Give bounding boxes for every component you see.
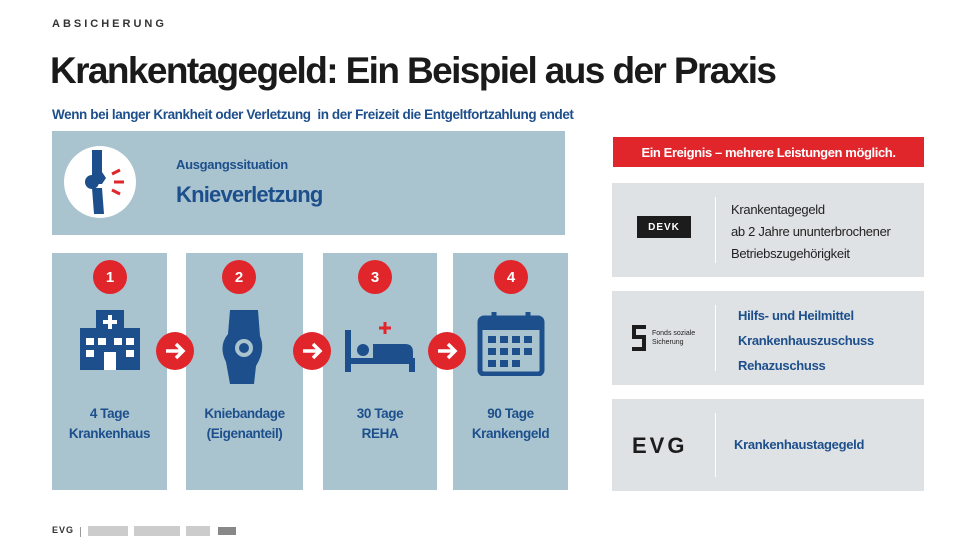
- title: Krankentagegeld: Ein Beispiel aus der Pr…: [50, 50, 777, 91]
- step-text: Kniebandage (Eigenanteil): [186, 404, 303, 444]
- situation-label: Ausgangssituation: [176, 157, 288, 172]
- banner: Ein Ereignis – mehrere Leistungen möglic…: [613, 137, 924, 167]
- provider-logo: Fonds soziale Sicherung: [652, 329, 695, 347]
- divider: [715, 413, 716, 477]
- step-line: Krankengeld: [471, 426, 550, 441]
- step-text: 30 Tage REHA: [323, 404, 437, 444]
- step-line: Kniebandage: [204, 406, 285, 421]
- hospital-icon: [80, 310, 140, 370]
- logo-line: Sicherung: [652, 339, 684, 346]
- provider-line: Hilfs- und Heilmittel: [738, 308, 854, 323]
- situation-panel: [52, 131, 565, 235]
- provider-text: Hilfs- und Heilmittel Krankenhauszuschus…: [738, 303, 874, 378]
- step-number: 3: [358, 260, 392, 294]
- arrow: [428, 332, 466, 370]
- step-line: (Eigenanteil): [206, 426, 283, 441]
- situation-title: Knieverletzung: [176, 182, 323, 207]
- step-text: 4 Tage Krankenhaus: [52, 404, 167, 444]
- step-text: 90 Tage Krankengeld: [453, 404, 568, 444]
- step-line: Krankenhaus: [68, 426, 151, 441]
- footer-partner-logo: [134, 526, 180, 536]
- provider-line: ab 2 Jahre ununterbrochener: [731, 224, 891, 239]
- arrow: [293, 332, 331, 370]
- provider-line: Krankenhaustagegeld: [734, 437, 865, 452]
- step-line: REHA: [361, 426, 399, 441]
- knee-brace-icon: [222, 310, 263, 384]
- provider-text: Krankentagegeld ab 2 Jahre ununterbroche…: [731, 199, 891, 265]
- provider-line: Krankentagegeld: [731, 202, 825, 217]
- footer-partner-logo: [186, 526, 210, 536]
- provider-line: Rehazuschuss: [738, 358, 826, 373]
- provider-logo: DEVK: [637, 216, 691, 238]
- divider: [715, 305, 716, 371]
- provider-text: Krankenhaustagegeld: [734, 434, 864, 456]
- knee-icon: [64, 146, 136, 218]
- step-line: 90 Tage: [487, 406, 534, 421]
- subtitle: Wenn bei langer Krankheit oder Verletzun…: [52, 107, 574, 122]
- calendar-icon: [477, 312, 545, 376]
- bed-icon: [345, 322, 415, 372]
- footer-separator: [80, 527, 81, 537]
- fonds-logo-mark: [632, 325, 646, 351]
- provider-line: Krankenhauszuschuss: [738, 333, 874, 348]
- provider-box: Fonds soziale Sicherung Hilfs- und Heilmi…: [612, 291, 924, 385]
- provider-line: Betriebszugehörigkeit: [731, 246, 850, 261]
- step-number: 4: [494, 260, 528, 294]
- kicker: ABSICHERUNG: [52, 18, 167, 30]
- provider-box: EVG Krankenhaustagegeld: [612, 399, 924, 491]
- provider-logo: EVG: [632, 433, 688, 458]
- step-number: 2: [222, 260, 256, 294]
- logo-line: Fonds soziale: [652, 330, 696, 337]
- arrow: [156, 332, 194, 370]
- step-number: 1: [93, 260, 127, 294]
- footer-logo: EVG: [52, 525, 75, 535]
- footer-partner-logo: [218, 527, 236, 535]
- footer-partner-logo: [88, 526, 128, 536]
- step-line: 4 Tage: [89, 406, 130, 421]
- provider-box: DEVK Krankentagegeld ab 2 Jahre ununterb…: [612, 183, 924, 277]
- divider: [715, 197, 716, 263]
- step-line: 30 Tage: [356, 406, 404, 421]
